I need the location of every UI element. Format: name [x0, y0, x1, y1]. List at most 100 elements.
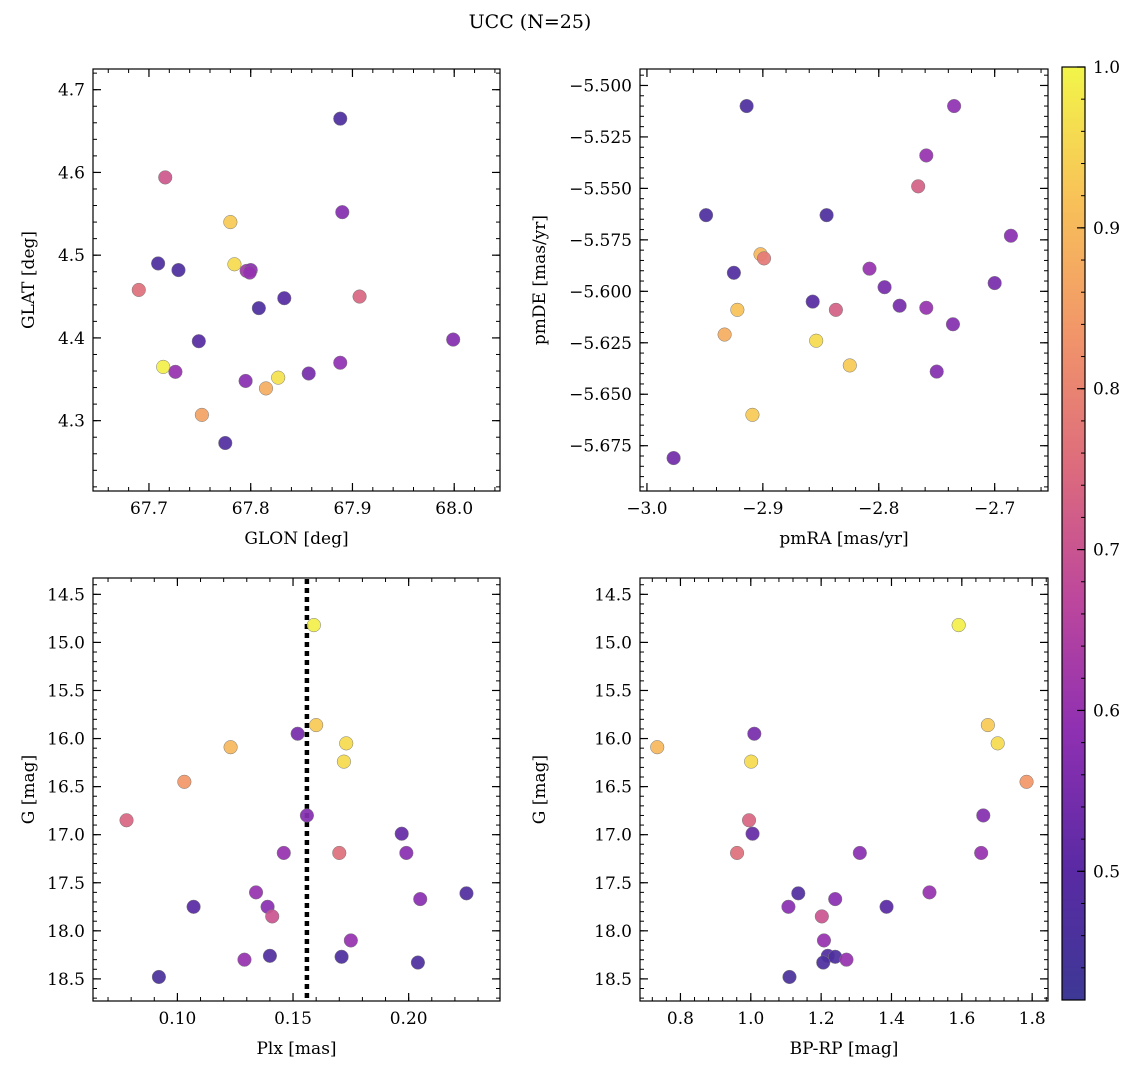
scatter-point — [862, 261, 877, 276]
scatter-point — [459, 886, 474, 901]
scatter-point — [332, 845, 347, 861]
colorbar-tick-label: 0.5 — [1093, 862, 1120, 882]
scatter-point — [781, 899, 796, 914]
scatter-point — [262, 948, 277, 963]
scatter-point — [717, 327, 732, 342]
scatter-point — [951, 618, 966, 633]
y-tick-label: −5.600 — [569, 282, 632, 302]
scatter-point — [237, 952, 252, 967]
scatter-point — [334, 949, 349, 964]
x-axis-label: BP-RP [mag] — [790, 1039, 899, 1059]
x-tick-label: 0.15 — [274, 1009, 312, 1029]
plot-frame — [92, 68, 501, 492]
scatter-point — [730, 302, 745, 317]
scatter-point — [177, 774, 192, 789]
scatter-point — [394, 826, 409, 841]
scatter-point — [816, 955, 831, 970]
scatter-panel-4: 0.8 1.0 1.2 1.4 1.6 1.8 14.5 15.0 15.5 16.0 16.5 17… — [530, 577, 1049, 1059]
y-tick-label: 15.0 — [594, 633, 632, 653]
scatter-point — [879, 899, 894, 914]
x-tick-label: −2.8 — [858, 499, 899, 519]
x-tick-label: −2.7 — [974, 499, 1015, 519]
x-tick-label: 67.9 — [334, 499, 372, 519]
y-tick-label: 17.0 — [47, 826, 85, 846]
scatter-point — [238, 373, 253, 388]
scatter-point — [819, 208, 834, 223]
colorbar-tick-label: 1.0 — [1093, 58, 1120, 78]
y-axis-label: G [mag] — [19, 755, 39, 824]
scatter-point — [343, 933, 358, 948]
scatter-point — [911, 179, 926, 194]
y-axis-label: GLAT [deg] — [19, 231, 39, 329]
scatter-panel-2: −3.0 −2.9 −2.8 −2.7 −5.675 −5.650 −5.625 −5.600… — [530, 68, 1049, 549]
scatter-point — [194, 407, 209, 422]
scatter-point — [290, 726, 305, 741]
scatter-point — [741, 813, 757, 828]
scatter-panel-1: 67.7 67.8 67.9 68.0 4.3 4.4 4.5 4.6 4.7 GLON [deg… — [19, 68, 501, 549]
colorbar-tick-label: 0.7 — [1093, 541, 1120, 561]
x-tick-label: 67.7 — [130, 499, 168, 519]
scatter-point — [726, 265, 741, 280]
scatter-point — [805, 294, 820, 309]
x-tick-label: 68.0 — [435, 499, 473, 519]
colorbar-tick-label: 0.9 — [1093, 219, 1120, 239]
x-axis-label: pmRA [mas/yr] — [779, 529, 908, 549]
scatter-point — [218, 435, 233, 451]
x-axis-label: GLON [deg] — [244, 529, 348, 549]
y-tick-label: 18.5 — [594, 970, 632, 990]
scatter-point — [306, 618, 321, 633]
colorbar-gradient — [1061, 66, 1086, 1001]
scatter-point — [413, 892, 428, 907]
x-tick-label: −2.9 — [742, 499, 783, 519]
scatter-point — [974, 845, 989, 861]
scatter-point — [335, 205, 350, 220]
scatter-point — [892, 298, 907, 313]
y-tick-label: 4.7 — [58, 81, 85, 101]
scatter-point — [242, 265, 257, 280]
figure-title: UCC (N=25) — [469, 11, 592, 33]
y-tick-label: −5.550 — [569, 179, 632, 199]
scatter-point — [339, 736, 354, 751]
y-tick-label: 17.5 — [47, 874, 85, 894]
y-tick-label: 15.5 — [47, 681, 85, 701]
scatter-point — [839, 952, 854, 967]
x-tick-label: 0.10 — [158, 1009, 196, 1029]
scatter-point — [227, 257, 242, 272]
y-tick-label: 14.5 — [594, 585, 632, 605]
x-tick-label: 1.4 — [878, 1009, 905, 1029]
scatter-point — [191, 334, 206, 349]
y-tick-label: 17.0 — [594, 826, 632, 846]
colorbar-tick-label: 0.6 — [1093, 701, 1120, 721]
scatter-point — [151, 969, 166, 985]
plot-frame — [639, 577, 1049, 1002]
y-tick-label: 16.5 — [47, 778, 85, 798]
scatter-point — [828, 892, 843, 907]
scatter-point — [809, 333, 824, 348]
scatter-point — [271, 370, 286, 385]
scatter-point — [119, 813, 134, 828]
y-tick-label: 4.5 — [58, 246, 85, 266]
scatter-point — [852, 845, 867, 861]
scatter-point — [276, 845, 291, 861]
scatter-point — [976, 808, 991, 823]
y-tick-label: −5.525 — [569, 128, 632, 148]
y-tick-label: 14.5 — [47, 585, 85, 605]
scatter-point — [336, 754, 351, 769]
y-tick-label: 4.4 — [58, 329, 85, 349]
colorbar-tick-label: 0.8 — [1093, 380, 1120, 400]
y-tick-label: −5.575 — [569, 231, 632, 251]
scatter-point — [399, 845, 414, 861]
y-axis-label: G [mag] — [530, 755, 550, 824]
x-tick-label: −3.0 — [626, 499, 667, 519]
scatter-point — [816, 933, 832, 948]
scatter-point — [299, 808, 314, 823]
y-tick-label: −5.650 — [569, 385, 632, 405]
scatter-point — [745, 407, 760, 422]
scatter-point — [987, 276, 1002, 291]
scatter-point — [747, 726, 762, 741]
y-tick-label: 17.5 — [594, 874, 632, 894]
y-axis-label: pmDE [mas/yr] — [530, 215, 550, 345]
x-tick-label: 67.8 — [232, 499, 270, 519]
y-tick-label: 18.0 — [594, 922, 632, 942]
scatter-point — [410, 955, 425, 970]
